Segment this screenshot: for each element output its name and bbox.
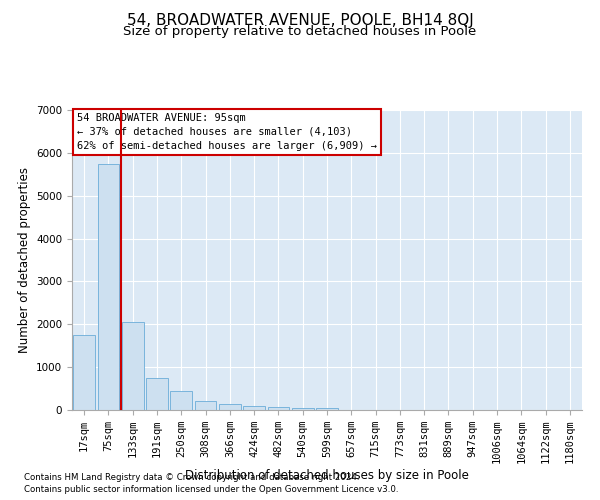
Bar xyxy=(97,164,119,410)
Text: 54 BROADWATER AVENUE: 95sqm
← 37% of detached houses are smaller (4,103)
62% of : 54 BROADWATER AVENUE: 95sqm ← 37% of det… xyxy=(77,113,377,151)
Bar xyxy=(292,408,314,410)
Bar xyxy=(146,378,168,410)
Bar xyxy=(194,400,217,410)
Text: Contains HM Land Registry data © Crown copyright and database right 2024.: Contains HM Land Registry data © Crown c… xyxy=(24,472,359,482)
Y-axis label: Number of detached properties: Number of detached properties xyxy=(17,167,31,353)
Bar xyxy=(170,390,192,410)
Text: 54, BROADWATER AVENUE, POOLE, BH14 8QJ: 54, BROADWATER AVENUE, POOLE, BH14 8QJ xyxy=(127,12,473,28)
X-axis label: Distribution of detached houses by size in Poole: Distribution of detached houses by size … xyxy=(185,469,469,482)
Bar xyxy=(316,408,338,410)
Bar xyxy=(73,335,95,410)
Bar xyxy=(243,406,265,410)
Bar xyxy=(268,407,289,410)
Text: Contains public sector information licensed under the Open Government Licence v3: Contains public sector information licen… xyxy=(24,485,398,494)
Text: Size of property relative to detached houses in Poole: Size of property relative to detached ho… xyxy=(124,25,476,38)
Bar xyxy=(122,322,143,410)
Bar xyxy=(219,404,241,410)
